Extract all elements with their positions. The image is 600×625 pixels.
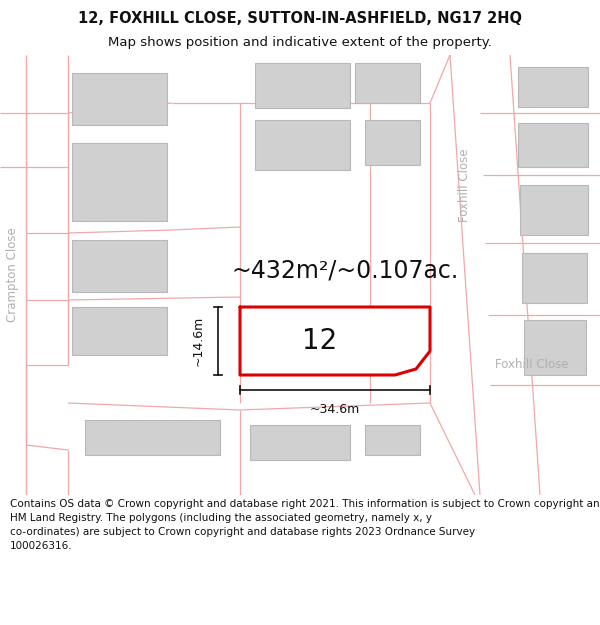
- Bar: [255, 120, 350, 170]
- Text: Map shows position and indicative extent of the property.: Map shows position and indicative extent…: [108, 36, 492, 49]
- Bar: [72, 143, 167, 221]
- Bar: [518, 123, 588, 167]
- Bar: [72, 73, 167, 125]
- Text: ~432m²/~0.107ac.: ~432m²/~0.107ac.: [232, 258, 458, 282]
- Bar: [520, 185, 588, 235]
- Text: Contains OS data © Crown copyright and database right 2021. This information is : Contains OS data © Crown copyright and d…: [10, 499, 600, 551]
- Text: Foxhill Close: Foxhill Close: [495, 359, 569, 371]
- Bar: [522, 253, 587, 303]
- Bar: [365, 120, 420, 165]
- Text: ~14.6m: ~14.6m: [192, 316, 205, 366]
- Text: 12: 12: [302, 327, 338, 355]
- Bar: [524, 320, 586, 375]
- Text: 12, FOXHILL CLOSE, SUTTON-IN-ASHFIELD, NG17 2HQ: 12, FOXHILL CLOSE, SUTTON-IN-ASHFIELD, N…: [78, 11, 522, 26]
- Text: Foxhill Close: Foxhill Close: [458, 148, 472, 222]
- Bar: [72, 240, 167, 292]
- Bar: [355, 63, 420, 103]
- Bar: [255, 63, 350, 108]
- Bar: [85, 420, 220, 455]
- Bar: [518, 67, 588, 107]
- Polygon shape: [240, 307, 430, 375]
- Bar: [250, 425, 350, 460]
- Text: ~34.6m: ~34.6m: [310, 403, 360, 416]
- Bar: [365, 425, 420, 455]
- Text: Crampton Close: Crampton Close: [7, 228, 20, 322]
- Bar: [72, 307, 167, 355]
